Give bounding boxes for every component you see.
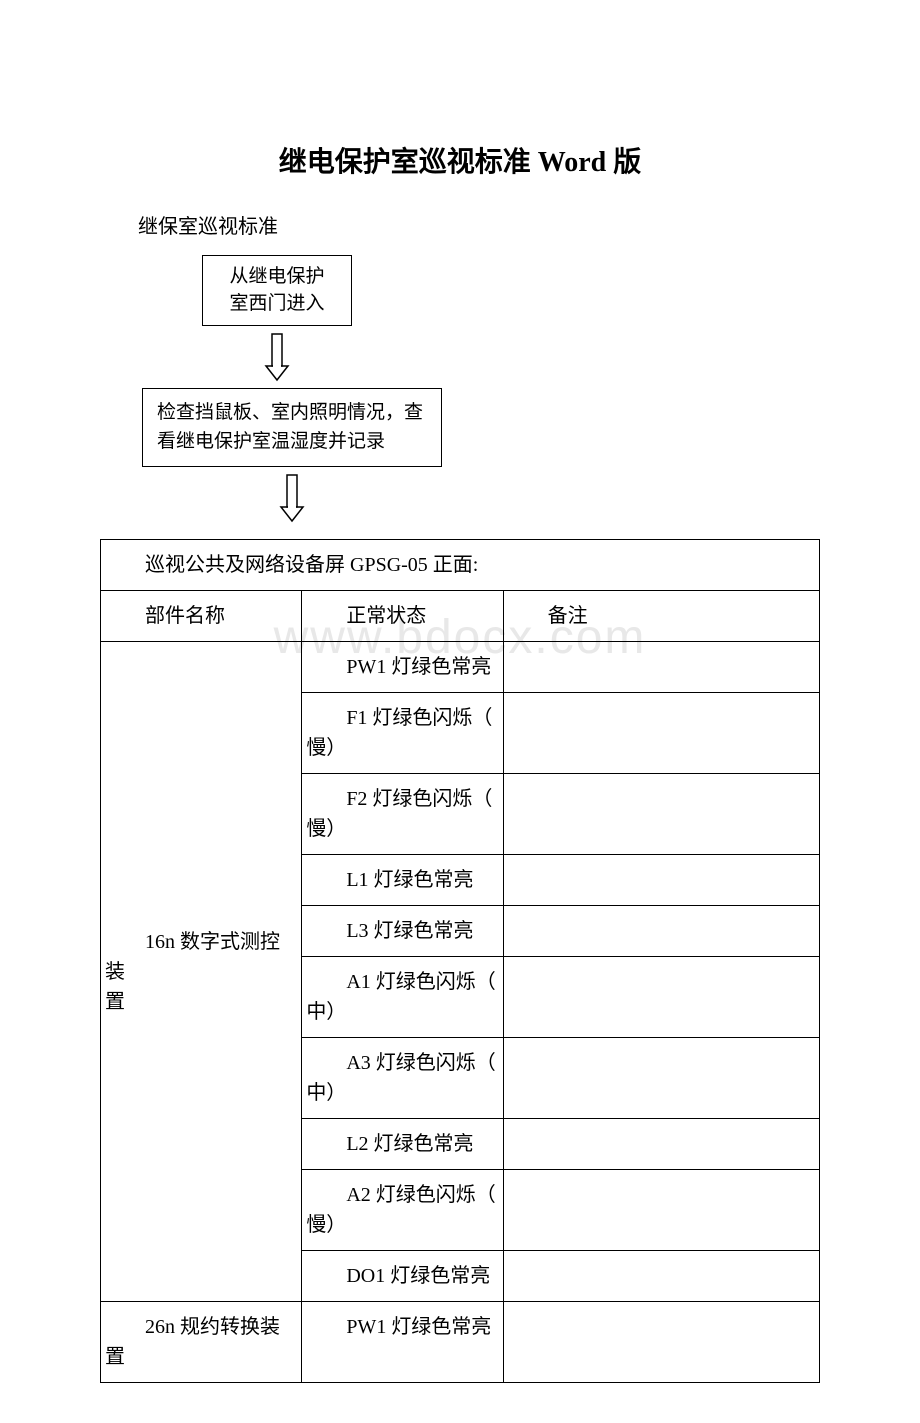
state-cell: L1 灯绿色常亮: [302, 855, 503, 906]
arrow-1: [202, 326, 352, 388]
state-text-b: 慢）: [306, 733, 496, 763]
table-column-header-row: 部件名称 正常状态 备注: [101, 591, 820, 642]
inspection-table: 巡视公共及网络设备屏 GPSG-05 正面: 部件名称 正常状态 备注 16n …: [100, 539, 820, 1383]
flow-box-1-line2: 室西门进入: [221, 291, 333, 318]
state-text-a: A3 灯绿色闪烁（: [346, 1052, 495, 1074]
note-cell: [503, 693, 819, 774]
state-cell: L3 灯绿色常亮: [302, 906, 503, 957]
table-header-row: 巡视公共及网络设备屏 GPSG-05 正面:: [101, 540, 820, 591]
note-cell: [503, 1302, 819, 1383]
arrow-2: [142, 467, 442, 529]
state-text-a: F1 灯绿色闪烁（: [346, 707, 492, 729]
note-cell: [503, 1251, 819, 1302]
note-cell: [503, 1038, 819, 1119]
state-cell: A2 灯绿色闪烁（ 慢）: [302, 1170, 503, 1251]
state-cell: PW1 灯绿色常亮: [302, 1302, 503, 1383]
col-header-state: 正常状态: [302, 591, 503, 642]
subtitle: 继保室巡视标准: [138, 210, 820, 239]
state-text-b: 中）: [306, 1078, 496, 1108]
title-en: Word: [531, 147, 613, 178]
device-name-cell: 16n 数字式测控装 置: [101, 642, 302, 1302]
table-row: 16n 数字式测控装 置 PW1 灯绿色常亮: [101, 642, 820, 693]
state-text-b: 慢）: [306, 814, 496, 844]
col-header-name: 部件名称: [101, 591, 302, 642]
note-cell: [503, 774, 819, 855]
state-text-b: 中）: [306, 997, 496, 1027]
flow-box-1-line1: 从继电保护: [221, 264, 333, 291]
note-cell: [503, 855, 819, 906]
flow-box-2-line2: 看继电保护室温湿度并记录: [157, 428, 427, 457]
table-row: 26n 规约转换装置 PW1 灯绿色常亮: [101, 1302, 820, 1383]
page-title: 继电保护室巡视标准 Word 版: [100, 140, 820, 180]
state-text-a: A1 灯绿色闪烁（: [346, 971, 495, 993]
device-name-line2: 置: [105, 987, 295, 1017]
state-cell: PW1 灯绿色常亮: [302, 642, 503, 693]
device-name-cell: 26n 规约转换装置: [101, 1302, 302, 1383]
state-cell: A3 灯绿色闪烁（ 中）: [302, 1038, 503, 1119]
state-cell: L2 灯绿色常亮: [302, 1119, 503, 1170]
note-cell: [503, 906, 819, 957]
note-cell: [503, 642, 819, 693]
state-text-b: 慢）: [306, 1210, 496, 1240]
state-cell: DO1 灯绿色常亮: [302, 1251, 503, 1302]
flow-box-2-line1: 检查挡鼠板、室内照明情况，查: [157, 399, 427, 428]
col-header-note: 备注: [503, 591, 819, 642]
note-cell: [503, 957, 819, 1038]
state-cell: F2 灯绿色闪烁（ 慢）: [302, 774, 503, 855]
table-title-cell: 巡视公共及网络设备屏 GPSG-05 正面:: [101, 540, 820, 591]
state-text-a: A2 灯绿色闪烁（: [346, 1184, 495, 1206]
device-name-line1: 16n 数字式测控装: [105, 931, 280, 983]
flow-box-2: 检查挡鼠板、室内照明情况，查 看继电保护室温湿度并记录: [142, 388, 442, 467]
flowchart: 从继电保护 室西门进入 检查挡鼠板、室内照明情况，查 看继电保护室温湿度并记录: [202, 255, 820, 529]
page-content: 继电保护室巡视标准 Word 版 继保室巡视标准 从继电保护 室西门进入 检查挡…: [0, 0, 920, 1423]
title-cn: 继电保护室巡视标准: [279, 146, 531, 177]
note-cell: [503, 1119, 819, 1170]
state-cell: F1 灯绿色闪烁（ 慢）: [302, 693, 503, 774]
title-suffix: 版: [613, 146, 641, 177]
state-text-a: F2 灯绿色闪烁（: [346, 788, 492, 810]
state-cell: A1 灯绿色闪烁（ 中）: [302, 957, 503, 1038]
flow-box-1: 从继电保护 室西门进入: [202, 255, 352, 326]
note-cell: [503, 1170, 819, 1251]
